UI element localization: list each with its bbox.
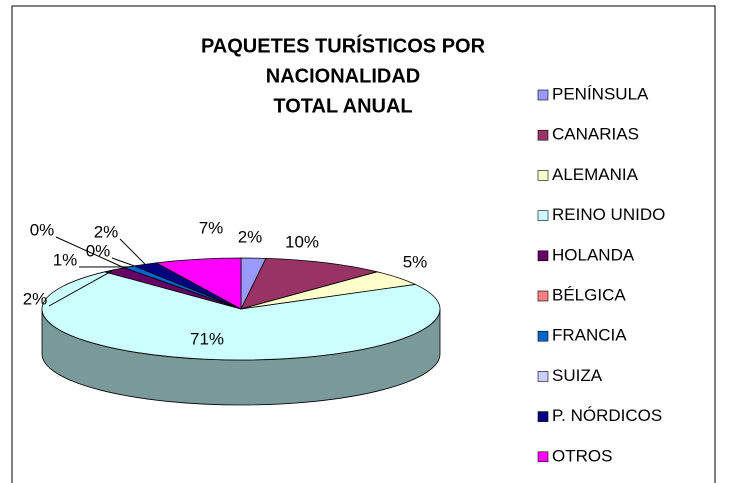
legend-label: P. NÓRDICOS bbox=[552, 406, 662, 425]
legend-swatch bbox=[537, 330, 549, 342]
legend-label: REINO UNIDO bbox=[552, 205, 665, 224]
legend-swatch bbox=[537, 411, 549, 422]
chart-title: TOTAL ANUAL bbox=[273, 95, 412, 117]
leader-line bbox=[119, 238, 146, 265]
leader-line bbox=[48, 269, 115, 307]
chart-frame bbox=[11, 5, 716, 483]
data-label: 71% bbox=[190, 329, 224, 348]
data-label: 0% bbox=[86, 241, 111, 260]
pie-slice bbox=[154, 257, 242, 310]
legend-swatch bbox=[537, 89, 549, 101]
data-label: 2% bbox=[238, 227, 263, 246]
pie-slice bbox=[41, 271, 441, 361]
legend-label: HOLANDA bbox=[552, 245, 635, 264]
data-label: 0% bbox=[30, 220, 55, 239]
legend-swatch bbox=[537, 129, 549, 141]
leader-line bbox=[111, 257, 135, 267]
data-label: 2% bbox=[94, 222, 119, 241]
legend-label: OTROS bbox=[552, 446, 612, 465]
legend-swatch bbox=[537, 451, 549, 463]
data-label: 7% bbox=[199, 218, 224, 237]
legend-swatch bbox=[537, 170, 549, 181]
legend-label: BÉLGICA bbox=[552, 285, 626, 304]
data-label: 10% bbox=[285, 232, 319, 251]
data-label: 5% bbox=[403, 252, 428, 271]
data-label: 2% bbox=[23, 289, 48, 308]
legend-label: CANARIAS bbox=[552, 125, 639, 144]
chart-title: PAQUETES TURÍSTICOS POR bbox=[201, 34, 486, 57]
leader-line bbox=[55, 236, 125, 269]
legend-label: FRANCIA bbox=[552, 326, 627, 345]
legend-label: SUIZA bbox=[552, 366, 603, 385]
chart-title: NACIONALIDAD bbox=[266, 65, 420, 87]
legend-swatch bbox=[537, 210, 549, 221]
data-label: 1% bbox=[53, 250, 78, 269]
pie-slice bbox=[240, 257, 378, 310]
legend-swatch bbox=[537, 250, 549, 262]
legend-swatch bbox=[537, 371, 549, 382]
legend-label: ALEMANIA bbox=[552, 165, 639, 184]
legend-swatch bbox=[537, 290, 549, 302]
legend-label: PENÍNSULA bbox=[552, 84, 649, 103]
